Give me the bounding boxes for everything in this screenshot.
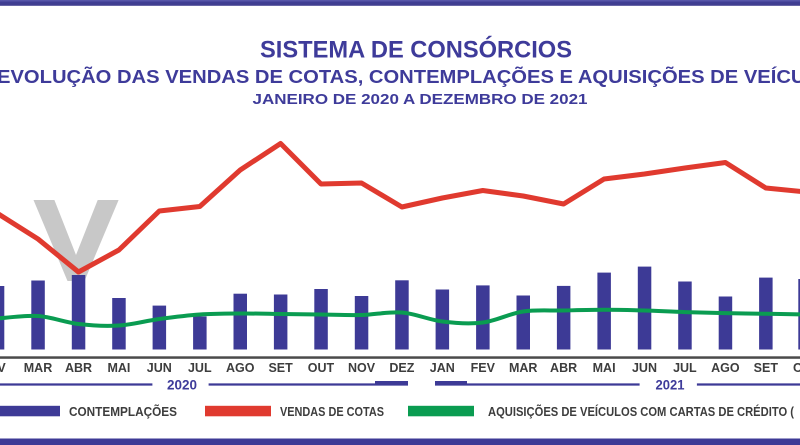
svg-text:JUL: JUL [188,361,212,375]
svg-text:VENDAS DE COTAS: VENDAS DE COTAS [280,405,384,419]
svg-text:ABR: ABR [550,361,577,375]
svg-text:JAN: JAN [430,361,455,375]
svg-text:SET: SET [268,361,293,375]
svg-text:JUN: JUN [147,361,172,375]
svg-text:OUT: OUT [308,361,335,375]
svg-text:MAR: MAR [509,361,537,375]
svg-text:CONTEMPLAÇÕES: CONTEMPLAÇÕES [69,404,177,419]
svg-text:AGO: AGO [711,361,740,375]
svg-text:MAI: MAI [593,361,616,375]
svg-text:OUT: OUT [793,361,800,375]
svg-text:FEV: FEV [0,361,6,375]
svg-text:ABR: ABR [65,361,92,375]
svg-text:SET: SET [754,361,779,375]
svg-text:EVOLUÇÃO DAS VENDAS DE COTAS,: EVOLUÇÃO DAS VENDAS DE COTAS, CONTEMPLAÇ… [0,66,800,87]
svg-text:FEV: FEV [471,361,496,375]
svg-text:AQUISIÇÕES DE VEÍCULOS COM CAR: AQUISIÇÕES DE VEÍCULOS COM CARTAS DE CRÉ… [488,404,795,419]
svg-text:AGO: AGO [226,361,255,375]
svg-text:NOV: NOV [348,361,376,375]
svg-text:2021: 2021 [656,378,685,393]
svg-text:JUN: JUN [632,361,657,375]
svg-text:DEZ: DEZ [389,361,414,375]
svg-text:MAR: MAR [24,361,52,375]
svg-text:SISTEMA DE CONSÓRCIOS: SISTEMA DE CONSÓRCIOS [260,36,572,64]
svg-text:JUL: JUL [673,361,697,375]
svg-text:JANEIRO DE 2020 A DEZEMBRO DE: JANEIRO DE 2020 A DEZEMBRO DE 2021 [253,91,588,108]
svg-text:MAI: MAI [107,361,130,375]
svg-text:2020: 2020 [167,378,197,393]
